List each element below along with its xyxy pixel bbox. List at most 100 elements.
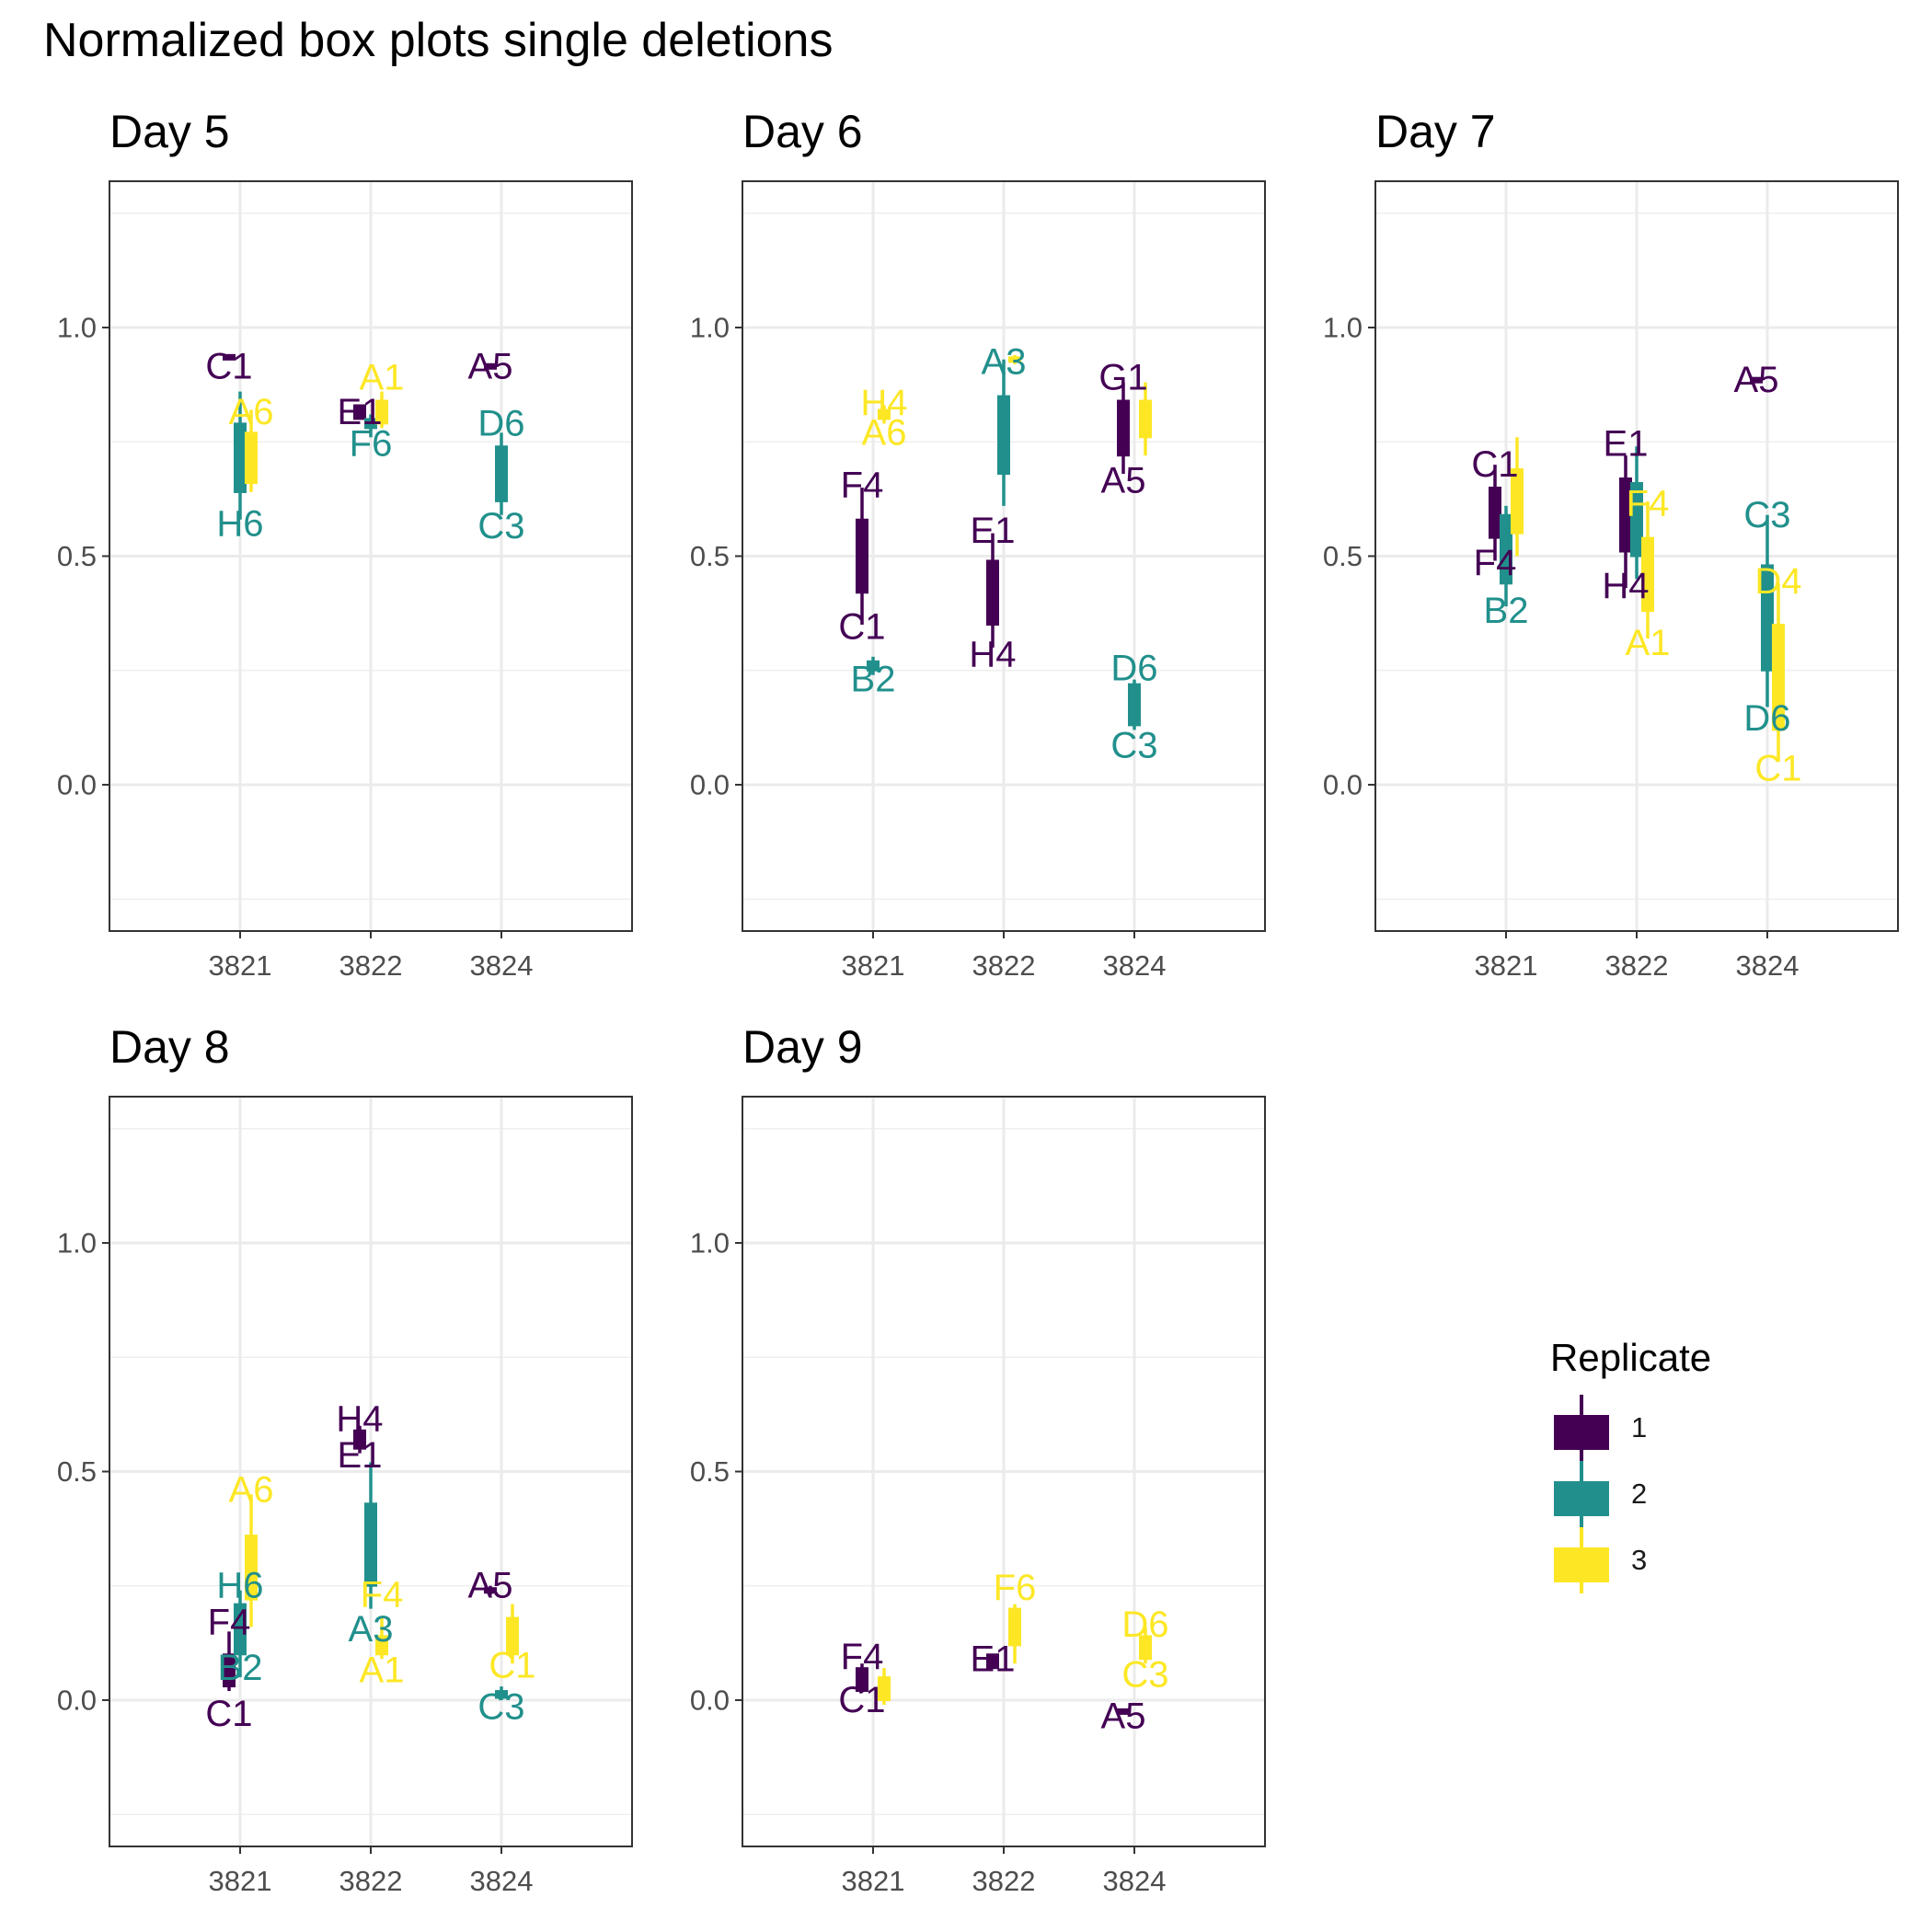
facet-title: Day 7 xyxy=(1375,106,1496,157)
point-label: H6 xyxy=(216,504,263,545)
box-3822-rep3 xyxy=(375,391,388,429)
point-label: C3 xyxy=(477,506,524,546)
box-body xyxy=(1630,481,1643,558)
y-tick-label: 1.0 xyxy=(1323,312,1363,344)
point-label: D6 xyxy=(477,403,524,443)
point-label: A1 xyxy=(360,358,405,398)
point-label: C1 xyxy=(205,346,252,386)
point-label: A6 xyxy=(862,412,907,453)
box-body xyxy=(353,1429,366,1450)
box-body xyxy=(234,422,247,493)
y-tick-label: 1.0 xyxy=(57,1227,97,1259)
box-body xyxy=(364,1502,377,1587)
box-body xyxy=(484,362,497,370)
x-tick-label: 3821 xyxy=(842,1865,905,1897)
box-3822-rep2 xyxy=(364,1462,377,1609)
box-3822-rep3 xyxy=(1641,500,1654,638)
point-label: F4 xyxy=(361,1575,404,1616)
x-tick-label: 3824 xyxy=(1103,1865,1167,1897)
box-body xyxy=(1489,486,1501,539)
x-tick-label: 3824 xyxy=(1736,949,1800,982)
facet-day-6: Day 6H4A6F4C1B2A3E1H4G1A5D6C30.00.51.038… xyxy=(690,106,1266,982)
box-3821-rep3 xyxy=(1511,437,1524,557)
box-3822-rep1 xyxy=(353,1425,366,1454)
point-label: B2 xyxy=(218,1648,263,1688)
legend-box-2 xyxy=(1554,1481,1609,1516)
legend-label-1: 1 xyxy=(1631,1411,1648,1443)
box-body xyxy=(245,431,258,484)
point-label: C1 xyxy=(838,607,885,648)
box-body xyxy=(867,660,880,672)
x-tick-label: 3822 xyxy=(339,949,403,982)
facet-title: Day 5 xyxy=(109,106,230,157)
box-3821-rep2 xyxy=(234,1590,247,1678)
x-tick-label: 3821 xyxy=(842,949,905,982)
y-tick-label: 0.5 xyxy=(690,1455,730,1488)
point-label: E1 xyxy=(971,1639,1016,1679)
box-body xyxy=(1500,513,1512,585)
point-label: D6 xyxy=(1743,698,1790,739)
point-label: A6 xyxy=(229,392,274,432)
box-body xyxy=(223,1653,236,1688)
chart-title: Normalized box plots single deletions xyxy=(43,14,834,67)
point-label: E1 xyxy=(338,1435,383,1476)
legend-item-2: 2 xyxy=(1550,1461,1711,1527)
legend-label-2: 2 xyxy=(1631,1478,1648,1510)
box-3822-rep1 xyxy=(986,533,999,648)
box-3821-rep3 xyxy=(245,1494,258,1627)
box-3824-rep3 xyxy=(506,1604,519,1664)
x-tick-label: 3822 xyxy=(1605,949,1669,982)
box-3824-rep1 xyxy=(484,1585,497,1595)
box-3821-rep3 xyxy=(878,405,891,424)
box-body xyxy=(878,1676,891,1701)
box-body xyxy=(1641,536,1654,613)
point-label: F6 xyxy=(350,424,393,465)
point-label: H4 xyxy=(1602,566,1649,606)
point-label: H6 xyxy=(216,1566,263,1606)
point-label: C1 xyxy=(1754,749,1801,789)
point-label: E1 xyxy=(338,392,383,432)
point-label: A6 xyxy=(229,1469,274,1510)
box-3824-rep1 xyxy=(1750,376,1763,384)
box-body xyxy=(1128,683,1141,727)
box-3821-rep2 xyxy=(1500,505,1512,607)
point-label: A5 xyxy=(1734,360,1779,400)
y-tick-label: 0.5 xyxy=(57,540,97,572)
y-tick-label: 0.5 xyxy=(1323,540,1363,572)
point-label: D6 xyxy=(1121,1604,1168,1645)
box-body xyxy=(223,353,236,361)
legend-key-3 xyxy=(1554,1527,1609,1593)
y-tick-label: 0.0 xyxy=(690,1684,730,1716)
point-label: C3 xyxy=(1743,495,1790,535)
box-3824-rep3 xyxy=(1139,382,1152,456)
y-tick-label: 1.0 xyxy=(57,312,97,344)
point-label: C3 xyxy=(1121,1655,1168,1696)
box-3824-rep2 xyxy=(1761,514,1774,707)
box-body xyxy=(375,1635,388,1656)
box-3824-rep3 xyxy=(1772,583,1785,763)
point-label: F4 xyxy=(1627,483,1670,523)
box-3821-rep1 xyxy=(223,1631,236,1692)
x-tick-label: 3822 xyxy=(972,949,1036,982)
box-body xyxy=(1511,468,1524,535)
point-label: G1 xyxy=(1098,358,1147,398)
point-label: F4 xyxy=(1474,543,1517,583)
box-3821-rep2 xyxy=(867,656,880,675)
legend-item-3: 3 xyxy=(1550,1527,1711,1593)
point-label: D4 xyxy=(1754,561,1801,602)
box-body xyxy=(1139,399,1152,439)
point-label: C3 xyxy=(477,1686,524,1727)
x-tick-label: 3824 xyxy=(1103,949,1167,982)
box-body xyxy=(1761,564,1774,672)
box-body xyxy=(375,399,388,425)
box-body xyxy=(878,408,891,420)
point-label: B2 xyxy=(1484,591,1529,631)
point-label: C3 xyxy=(1110,726,1157,766)
box-3821-rep1 xyxy=(856,487,868,626)
point-label: E1 xyxy=(971,511,1016,551)
point-label: A5 xyxy=(468,1566,513,1606)
box-3822-rep2 xyxy=(1630,446,1643,580)
point-label: D6 xyxy=(1110,648,1157,688)
point-label: F6 xyxy=(994,1568,1037,1608)
box-3824-rep3 xyxy=(1139,1627,1152,1664)
